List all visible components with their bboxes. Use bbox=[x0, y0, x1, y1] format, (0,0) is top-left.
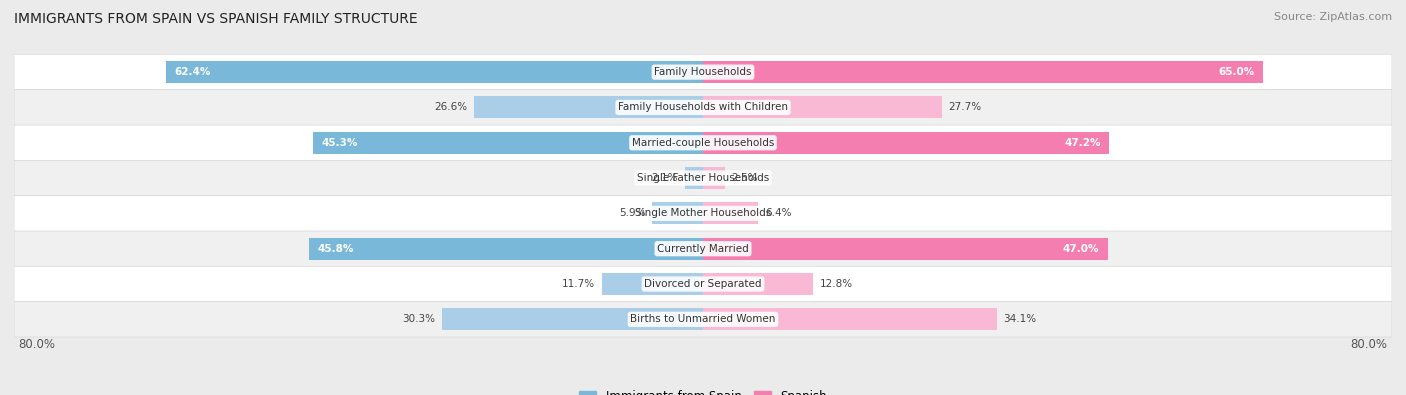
Text: 2.1%: 2.1% bbox=[651, 173, 678, 183]
Text: Family Households with Children: Family Households with Children bbox=[619, 102, 787, 113]
Bar bbox=[703, 308, 997, 330]
Text: 12.8%: 12.8% bbox=[820, 279, 853, 289]
Text: 45.3%: 45.3% bbox=[322, 138, 359, 148]
Text: 30.3%: 30.3% bbox=[402, 314, 436, 324]
Bar bbox=[602, 273, 703, 295]
Bar bbox=[703, 96, 942, 118]
Text: 26.6%: 26.6% bbox=[434, 102, 467, 113]
Bar bbox=[308, 238, 703, 260]
Text: 11.7%: 11.7% bbox=[562, 279, 595, 289]
Text: 65.0%: 65.0% bbox=[1218, 67, 1254, 77]
Text: Source: ZipAtlas.com: Source: ZipAtlas.com bbox=[1274, 12, 1392, 22]
Bar bbox=[474, 96, 703, 118]
FancyBboxPatch shape bbox=[14, 266, 1392, 302]
Legend: Immigrants from Spain, Spanish: Immigrants from Spain, Spanish bbox=[574, 385, 832, 395]
Bar bbox=[703, 273, 813, 295]
Text: 45.8%: 45.8% bbox=[318, 244, 353, 254]
Text: Single Father Households: Single Father Households bbox=[637, 173, 769, 183]
Text: 27.7%: 27.7% bbox=[949, 102, 981, 113]
Text: 6.4%: 6.4% bbox=[765, 209, 792, 218]
FancyBboxPatch shape bbox=[14, 90, 1392, 125]
Text: 47.2%: 47.2% bbox=[1064, 138, 1101, 148]
Bar bbox=[314, 132, 703, 154]
Text: Births to Unmarried Women: Births to Unmarried Women bbox=[630, 314, 776, 324]
Text: Divorced or Separated: Divorced or Separated bbox=[644, 279, 762, 289]
Text: Single Mother Households: Single Mother Households bbox=[636, 209, 770, 218]
Bar bbox=[703, 167, 724, 189]
Text: 47.0%: 47.0% bbox=[1063, 244, 1099, 254]
FancyBboxPatch shape bbox=[14, 125, 1392, 160]
FancyBboxPatch shape bbox=[14, 196, 1392, 231]
Bar bbox=[703, 238, 1108, 260]
Bar bbox=[652, 203, 703, 224]
Bar bbox=[441, 308, 703, 330]
Text: 5.9%: 5.9% bbox=[619, 209, 645, 218]
Bar bbox=[703, 132, 1109, 154]
Text: 34.1%: 34.1% bbox=[1004, 314, 1036, 324]
FancyBboxPatch shape bbox=[14, 302, 1392, 337]
FancyBboxPatch shape bbox=[14, 55, 1392, 90]
Bar bbox=[703, 203, 758, 224]
Text: 80.0%: 80.0% bbox=[1351, 338, 1388, 351]
Text: IMMIGRANTS FROM SPAIN VS SPANISH FAMILY STRUCTURE: IMMIGRANTS FROM SPAIN VS SPANISH FAMILY … bbox=[14, 12, 418, 26]
Text: 62.4%: 62.4% bbox=[174, 67, 211, 77]
Bar bbox=[166, 61, 703, 83]
FancyBboxPatch shape bbox=[14, 160, 1392, 196]
Bar bbox=[703, 61, 1263, 83]
Text: Currently Married: Currently Married bbox=[657, 244, 749, 254]
Text: 2.5%: 2.5% bbox=[731, 173, 758, 183]
FancyBboxPatch shape bbox=[14, 231, 1392, 266]
Text: Married-couple Households: Married-couple Households bbox=[631, 138, 775, 148]
Text: 80.0%: 80.0% bbox=[18, 338, 55, 351]
Bar bbox=[685, 167, 703, 189]
Text: Family Households: Family Households bbox=[654, 67, 752, 77]
